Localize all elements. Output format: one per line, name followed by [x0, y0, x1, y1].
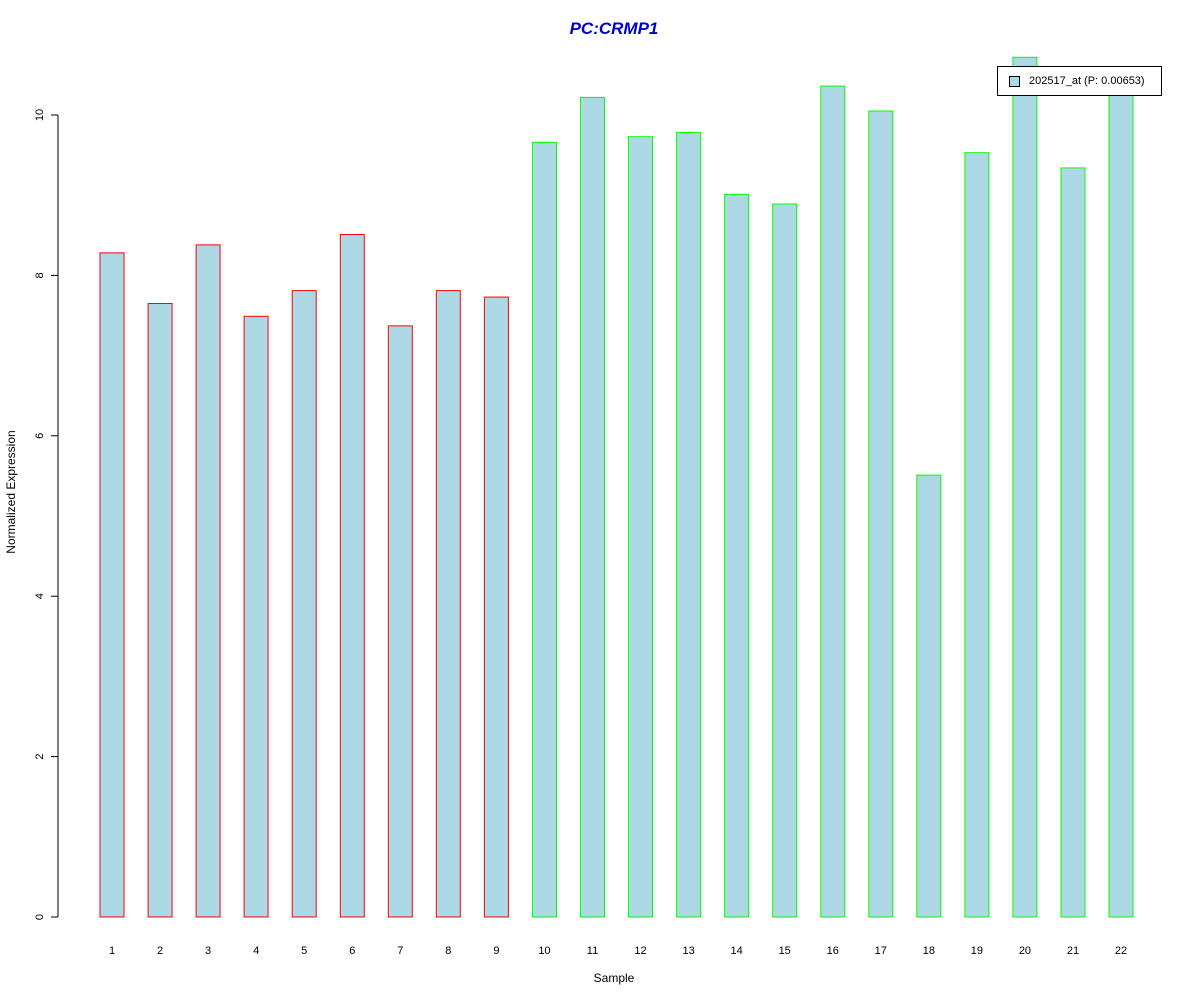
- chart-legend: 202517_at (P: 0.00653): [997, 66, 1162, 96]
- x-tick-label: 8: [445, 945, 451, 957]
- bar-sample-18: [916, 474, 942, 918]
- x-tick-label: 1: [109, 945, 115, 957]
- bar-sample-17: [868, 110, 894, 918]
- bar-sample-20: [1012, 56, 1038, 918]
- bar-sample-14: [724, 193, 750, 918]
- x-axis-label: Sample: [593, 971, 635, 985]
- bar-sample-13: [676, 132, 702, 918]
- bar-sample-8: [435, 290, 461, 918]
- chart-title: PC:CRMP1: [569, 19, 659, 38]
- x-tick-label: 18: [923, 945, 935, 957]
- x-tick-label: 6: [349, 945, 355, 957]
- y-tick-label: 2: [34, 754, 46, 760]
- bar-sample-1: [99, 252, 125, 918]
- bar-sample-15: [772, 203, 798, 918]
- bar-sample-22: [1108, 81, 1134, 918]
- y-tick-label: 4: [34, 593, 46, 599]
- x-tick-label: 4: [253, 945, 259, 957]
- bar-sample-7: [387, 325, 413, 918]
- y-axis-label: Normalized Expression: [4, 430, 18, 554]
- bar-sample-10: [532, 141, 557, 918]
- legend-swatch: [1009, 75, 1020, 87]
- bar-sample-3: [195, 244, 221, 918]
- legend-label: 202517_at (P: 0.00653): [1029, 75, 1145, 87]
- bar-sample-19: [964, 152, 990, 918]
- x-tick-label: 13: [682, 945, 694, 957]
- bar-sample-4: [243, 315, 269, 918]
- bar-sample-11: [580, 96, 605, 918]
- x-tick-label: 19: [971, 945, 983, 957]
- x-tick-label: 22: [1115, 945, 1127, 957]
- y-tick-label: 6: [34, 433, 46, 439]
- x-tick-label: 10: [538, 945, 550, 957]
- x-tick-label: 9: [493, 945, 499, 957]
- x-tick-label: 14: [731, 945, 743, 957]
- x-tick-label: 7: [397, 945, 403, 957]
- bar-sample-6: [339, 234, 365, 918]
- bar-sample-5: [291, 290, 317, 918]
- x-tick-label: 20: [1019, 945, 1031, 957]
- y-tick-label: 10: [34, 109, 46, 121]
- bar-sample-12: [628, 136, 653, 918]
- x-tick-label: 16: [827, 945, 839, 957]
- x-tick-label: 17: [875, 945, 887, 957]
- bar-sample-16: [820, 85, 846, 918]
- x-tick-label: 2: [157, 945, 163, 957]
- x-tick-label: 5: [301, 945, 307, 957]
- x-tick-label: 12: [634, 945, 646, 957]
- x-tick-label: 15: [779, 945, 791, 957]
- y-tick-label: 0: [34, 914, 46, 920]
- x-tick-label: 3: [205, 945, 211, 957]
- x-tick-label: 11: [587, 945, 598, 957]
- bar-sample-9: [483, 296, 509, 918]
- x-tick-label: 21: [1067, 945, 1079, 957]
- bar-sample-2: [147, 303, 173, 918]
- y-tick-label: 8: [34, 272, 46, 278]
- bar-sample-21: [1060, 167, 1086, 918]
